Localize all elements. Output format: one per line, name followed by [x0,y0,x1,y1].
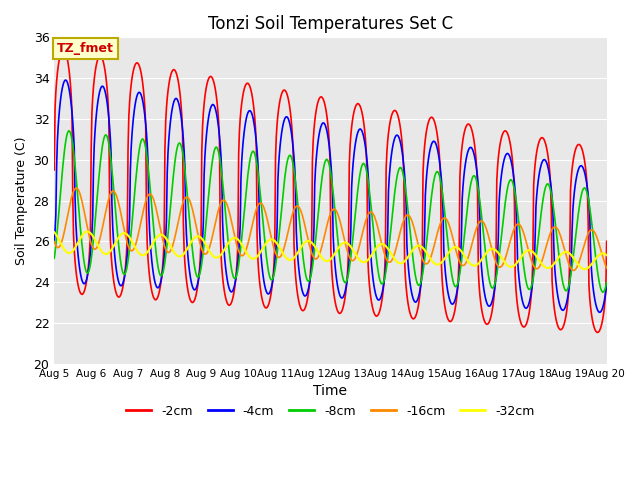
-2cm [118,288,125,294]
-8cm [603,280,611,286]
-16cm [118,216,125,221]
-32cm [580,266,588,272]
-32cm [60,247,68,252]
-16cm [51,239,58,244]
Y-axis label: Soil Temperature (C): Soil Temperature (C) [15,136,28,265]
-32cm [174,253,182,259]
-32cm [399,260,406,266]
-2cm [593,330,601,336]
-4cm [62,77,70,83]
-4cm [596,310,604,315]
-2cm [204,80,211,86]
-32cm [415,243,422,249]
-4cm [415,294,422,300]
X-axis label: Time: Time [314,384,348,398]
-32cm [204,244,211,250]
-16cm [603,265,611,271]
-4cm [204,125,211,131]
Line: -2cm: -2cm [54,49,607,333]
-2cm [603,239,611,244]
-8cm [118,266,125,272]
Line: -16cm: -16cm [54,188,607,270]
Line: -8cm: -8cm [54,131,607,292]
-8cm [174,142,182,148]
-8cm [399,168,406,173]
Text: TZ_fmet: TZ_fmet [57,42,114,55]
Line: -32cm: -32cm [54,231,607,269]
Line: -4cm: -4cm [54,80,607,312]
-8cm [60,149,68,155]
-16cm [204,250,211,256]
-32cm [603,252,611,258]
Legend: -2cm, -4cm, -8cm, -16cm, -32cm: -2cm, -4cm, -8cm, -16cm, -32cm [121,400,540,423]
-4cm [60,78,68,84]
-2cm [399,143,406,148]
-16cm [60,229,68,235]
-8cm [65,128,73,133]
-32cm [118,231,125,237]
-4cm [603,282,611,288]
-2cm [51,167,58,173]
-4cm [174,98,182,104]
-8cm [599,289,607,295]
-16cm [73,185,81,191]
-16cm [399,222,406,228]
-2cm [60,47,67,52]
-32cm [51,229,58,235]
-4cm [399,150,406,156]
-8cm [415,282,422,288]
-16cm [415,242,422,248]
-4cm [51,239,58,245]
Title: Tonzi Soil Temperatures Set C: Tonzi Soil Temperatures Set C [208,15,453,33]
-16cm [570,267,577,273]
-8cm [51,255,58,261]
-2cm [61,48,69,54]
-4cm [118,282,125,288]
-2cm [174,77,182,83]
-2cm [415,302,422,308]
-8cm [204,208,211,214]
-16cm [174,220,182,226]
-32cm [83,228,91,234]
